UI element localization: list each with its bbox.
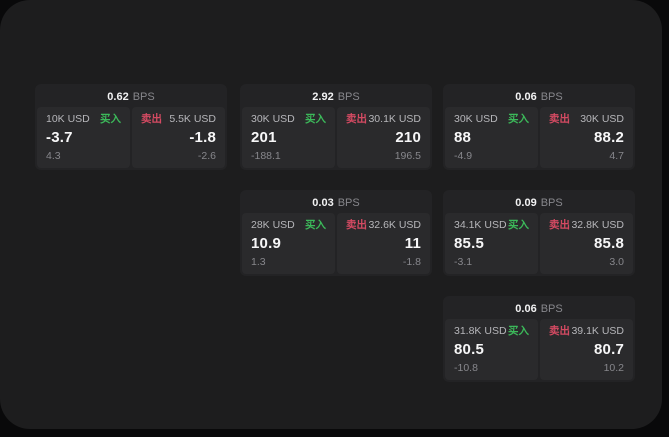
sell-label: 卖出 — [141, 113, 162, 125]
spread-header: 0.62 BPS — [37, 86, 225, 107]
buy-notional: 34.1K USD — [454, 219, 507, 231]
spread-value: 0.06 — [515, 302, 537, 315]
sell-notional: 32.8K USD — [571, 219, 624, 231]
buy-panel[interactable]: 30K USD 买入 88 -4.9 — [445, 107, 538, 168]
buy-delta: -10.8 — [454, 362, 478, 374]
sell-delta: 10.2 — [603, 362, 624, 374]
spread-value: 0.09 — [515, 196, 537, 209]
quote-panels: 10K USD 买入 -3.7 4.3 卖出 5.5K USD -1.8 -2.… — [37, 107, 225, 168]
sell-panel[interactable]: 卖出 39.1K USD 80.7 10.2 — [540, 319, 633, 380]
buy-label: 买入 — [305, 219, 326, 231]
spread-value: 2.92 — [312, 90, 334, 103]
spread-header: 2.92 BPS — [242, 86, 430, 107]
buy-panel[interactable]: 34.1K USD 买入 85.5 -3.1 — [445, 213, 538, 274]
spread-unit: BPS — [132, 90, 155, 103]
spread-unit: BPS — [337, 90, 360, 103]
sell-price: 11 — [404, 235, 421, 252]
quote-card: 0.06 BPS 30K USD 买入 88 -4.9 卖出 30K USD 8… — [443, 84, 635, 170]
sell-label: 卖出 — [346, 113, 367, 125]
spread-unit: BPS — [337, 196, 360, 209]
spread-value: 0.62 — [107, 90, 129, 103]
buy-label: 买入 — [100, 113, 121, 125]
buy-price: 88 — [454, 129, 472, 146]
sell-notional: 5.5K USD — [169, 113, 216, 125]
buy-label: 买入 — [508, 113, 529, 125]
quote-panels: 28K USD 买入 10.9 1.3 卖出 32.6K USD 11 -1.8 — [242, 213, 430, 274]
buy-notional: 31.8K USD — [454, 325, 507, 337]
sell-delta: 196.5 — [394, 150, 421, 162]
quote-panels: 34.1K USD 买入 85.5 -3.1 卖出 32.8K USD 85.8… — [445, 213, 633, 274]
sell-delta: -2.6 — [197, 150, 216, 162]
buy-notional: 30K USD — [251, 113, 295, 125]
quote-card: 2.92 BPS 30K USD 买入 201 -188.1 卖出 30.1K … — [240, 84, 432, 170]
sell-label: 卖出 — [549, 325, 570, 337]
sell-panel[interactable]: 卖出 30.1K USD 210 196.5 — [337, 107, 430, 168]
sell-price: -1.8 — [189, 129, 216, 146]
quote-panels: 31.8K USD 买入 80.5 -10.8 卖出 39.1K USD 80.… — [445, 319, 633, 380]
buy-label: 买入 — [508, 325, 529, 337]
buy-notional: 10K USD — [46, 113, 90, 125]
sell-panel[interactable]: 卖出 32.6K USD 11 -1.8 — [337, 213, 430, 274]
sell-delta: 3.0 — [609, 256, 624, 268]
sell-price: 88.2 — [594, 129, 624, 146]
sell-price: 210 — [395, 129, 421, 146]
sell-panel[interactable]: 卖出 32.8K USD 85.8 3.0 — [540, 213, 633, 274]
sell-label: 卖出 — [346, 219, 367, 231]
buy-panel[interactable]: 28K USD 买入 10.9 1.3 — [242, 213, 335, 274]
buy-notional: 30K USD — [454, 113, 498, 125]
sell-panel[interactable]: 卖出 30K USD 88.2 4.7 — [540, 107, 633, 168]
quote-card: 0.03 BPS 28K USD 买入 10.9 1.3 卖出 32.6K US… — [240, 190, 432, 276]
buy-label: 买入 — [508, 219, 529, 231]
sell-label: 卖出 — [549, 219, 570, 231]
spread-header: 0.06 BPS — [445, 86, 633, 107]
quote-panels: 30K USD 买入 201 -188.1 卖出 30.1K USD 210 1… — [242, 107, 430, 168]
quote-card: 0.06 BPS 31.8K USD 买入 80.5 -10.8 卖出 39.1… — [443, 296, 635, 382]
spread-value: 0.03 — [312, 196, 334, 209]
buy-price: 10.9 — [251, 235, 281, 252]
spread-value: 0.06 — [515, 90, 537, 103]
sell-notional: 30.1K USD — [368, 113, 421, 125]
spread-header: 0.06 BPS — [445, 298, 633, 319]
sell-delta: 4.7 — [609, 150, 624, 162]
buy-delta: -4.9 — [454, 150, 473, 162]
spread-unit: BPS — [540, 302, 563, 315]
spread-unit: BPS — [540, 196, 563, 209]
quote-card: 0.09 BPS 34.1K USD 买入 85.5 -3.1 卖出 32.8K… — [443, 190, 635, 276]
sell-price: 80.7 — [594, 341, 624, 358]
sell-panel[interactable]: 卖出 5.5K USD -1.8 -2.6 — [132, 107, 225, 168]
spread-unit: BPS — [540, 90, 563, 103]
sell-price: 85.8 — [594, 235, 624, 252]
buy-delta: -188.1 — [251, 150, 281, 162]
buy-notional: 28K USD — [251, 219, 295, 231]
sell-delta: -1.8 — [402, 256, 421, 268]
buy-delta: 4.3 — [46, 150, 61, 162]
buy-delta: 1.3 — [251, 256, 266, 268]
buy-panel[interactable]: 31.8K USD 买入 80.5 -10.8 — [445, 319, 538, 380]
buy-label: 买入 — [305, 113, 326, 125]
quote-card: 0.62 BPS 10K USD 买入 -3.7 4.3 卖出 5.5K USD… — [35, 84, 227, 170]
buy-price: -3.7 — [46, 129, 73, 146]
app-window: 0.62 BPS 10K USD 买入 -3.7 4.3 卖出 5.5K USD… — [0, 0, 662, 429]
sell-label: 卖出 — [549, 113, 570, 125]
buy-panel[interactable]: 30K USD 买入 201 -188.1 — [242, 107, 335, 168]
buy-price: 201 — [251, 129, 277, 146]
buy-panel[interactable]: 10K USD 买入 -3.7 4.3 — [37, 107, 130, 168]
sell-notional: 32.6K USD — [368, 219, 421, 231]
sell-notional: 30K USD — [580, 113, 624, 125]
buy-delta: -3.1 — [454, 256, 473, 268]
spread-header: 0.09 BPS — [445, 192, 633, 213]
sell-notional: 39.1K USD — [571, 325, 624, 337]
quote-panels: 30K USD 买入 88 -4.9 卖出 30K USD 88.2 4.7 — [445, 107, 633, 168]
spread-header: 0.03 BPS — [242, 192, 430, 213]
buy-price: 85.5 — [454, 235, 484, 252]
buy-price: 80.5 — [454, 341, 484, 358]
